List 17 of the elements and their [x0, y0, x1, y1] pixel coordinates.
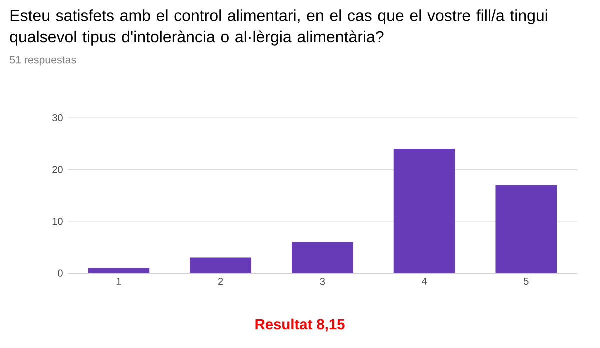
- bar: [496, 185, 558, 274]
- y-tick-label: 30: [52, 114, 63, 122]
- y-tick-label: 0: [58, 270, 63, 277]
- bar: [88, 268, 150, 274]
- x-tick-label: 1: [116, 278, 122, 285]
- bar: [292, 242, 354, 274]
- y-tick-label: 20: [52, 166, 63, 174]
- x-tick-label: 5: [524, 278, 529, 286]
- chart-subtitle: 51 respuestas: [10, 56, 76, 66]
- text: Resultat 8,15: [256, 318, 345, 332]
- x-tick-label: 4: [422, 278, 428, 285]
- x-tick-label: 2: [218, 278, 224, 286]
- chart-title: Esteu satisfets amb el control alimentari, en el cas que el vostre fill/a tingui qualsevol tipus d'intolerància o al·lèrgia alimentària?: [10, 10, 548, 46]
- x-tick-label: 3: [320, 278, 326, 286]
- y-tick-label: 10: [52, 218, 63, 226]
- bar: [394, 149, 456, 274]
- bar: [190, 258, 252, 274]
